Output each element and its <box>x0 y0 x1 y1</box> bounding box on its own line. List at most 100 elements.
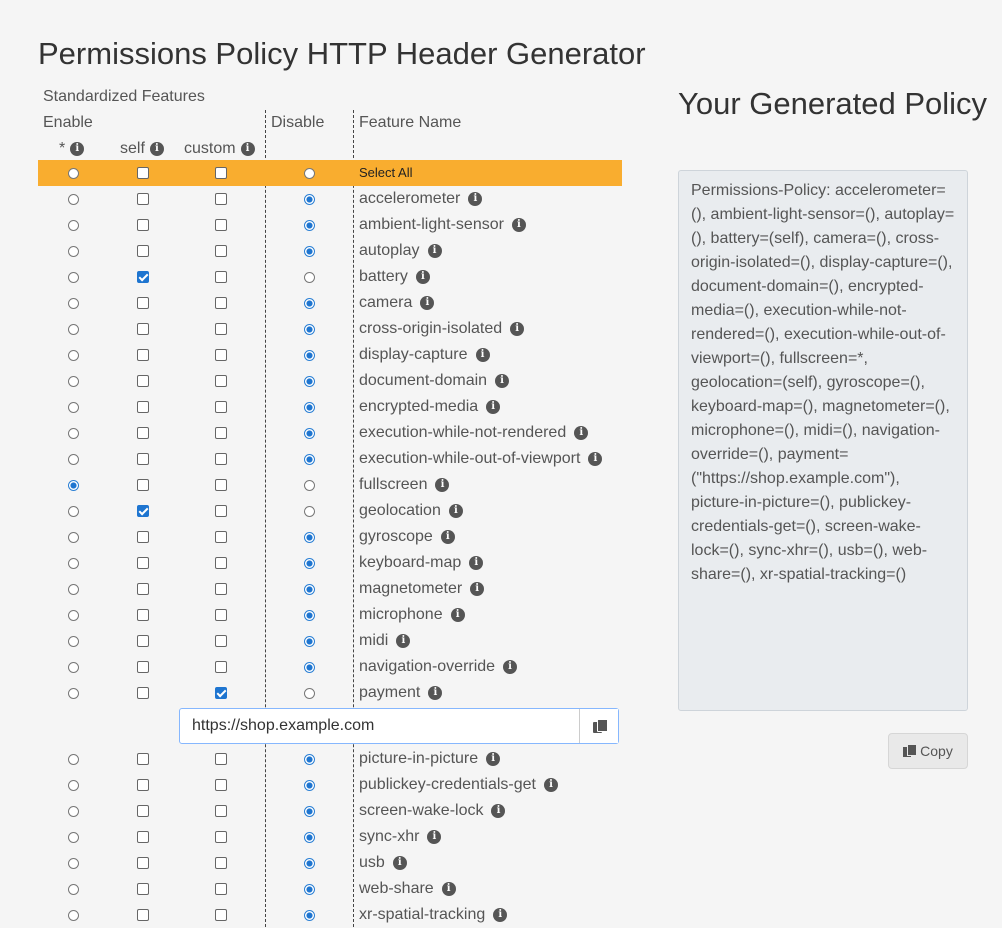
policy-output-textarea[interactable]: Permissions-Policy: accelerometer=(), am… <box>678 170 968 711</box>
self-checkbox[interactable] <box>137 909 149 921</box>
copy-button[interactable]: Copy <box>888 733 968 769</box>
info-icon[interactable]: i <box>475 347 490 362</box>
star-radio[interactable] <box>67 779 79 791</box>
self-checkbox[interactable] <box>137 661 149 673</box>
star-radio[interactable] <box>67 193 79 205</box>
info-icon[interactable]: i <box>510 321 525 336</box>
star-radio[interactable] <box>67 883 79 895</box>
disable-radio[interactable] <box>303 753 315 765</box>
custom-checkbox[interactable] <box>215 661 227 673</box>
disable-radio[interactable] <box>303 401 315 413</box>
disable-radio[interactable] <box>303 779 315 791</box>
info-icon[interactable]: i <box>491 803 506 818</box>
info-icon[interactable]: i <box>503 659 518 674</box>
disable-radio[interactable] <box>303 687 315 699</box>
self-checkbox[interactable] <box>137 857 149 869</box>
select-all-disable-radio[interactable] <box>303 167 315 179</box>
star-radio[interactable] <box>67 609 79 621</box>
star-radio[interactable] <box>67 375 79 387</box>
disable-radio[interactable] <box>303 479 315 491</box>
disable-radio[interactable] <box>303 583 315 595</box>
star-radio[interactable] <box>67 323 79 335</box>
star-radio[interactable] <box>67 427 79 439</box>
info-icon[interactable]: i <box>392 855 407 870</box>
star-radio[interactable] <box>67 687 79 699</box>
self-checkbox[interactable] <box>137 479 149 491</box>
info-icon[interactable]: i <box>420 295 435 310</box>
info-icon[interactable]: i <box>450 607 465 622</box>
disable-radio[interactable] <box>303 909 315 921</box>
self-checkbox[interactable] <box>137 753 149 765</box>
custom-checkbox[interactable] <box>215 271 227 283</box>
disable-radio[interactable] <box>303 375 315 387</box>
self-checkbox[interactable] <box>137 531 149 543</box>
custom-checkbox[interactable] <box>215 883 227 895</box>
info-icon[interactable]: i <box>493 907 508 922</box>
custom-checkbox[interactable] <box>215 349 227 361</box>
disable-radio[interactable] <box>303 883 315 895</box>
info-icon[interactable]: i <box>574 425 589 440</box>
star-radio[interactable] <box>67 297 79 309</box>
custom-checkbox[interactable] <box>215 323 227 335</box>
self-checkbox[interactable] <box>137 805 149 817</box>
self-checkbox[interactable] <box>137 219 149 231</box>
custom-checkbox[interactable] <box>215 531 227 543</box>
self-checkbox[interactable] <box>137 583 149 595</box>
star-radio[interactable] <box>67 857 79 869</box>
disable-radio[interactable] <box>303 427 315 439</box>
disable-radio[interactable] <box>303 805 315 817</box>
select-all-custom-checkbox[interactable] <box>215 167 227 179</box>
custom-origin-input[interactable] <box>180 709 582 743</box>
info-icon[interactable]: i <box>415 269 430 284</box>
custom-checkbox[interactable] <box>215 401 227 413</box>
info-icon[interactable]: i <box>149 141 164 156</box>
self-checkbox[interactable] <box>137 349 149 361</box>
custom-checkbox[interactable] <box>215 557 227 569</box>
disable-radio[interactable] <box>303 219 315 231</box>
custom-checkbox[interactable] <box>215 193 227 205</box>
star-radio[interactable] <box>67 453 79 465</box>
disable-radio[interactable] <box>303 453 315 465</box>
info-icon[interactable]: i <box>240 141 255 156</box>
disable-radio[interactable] <box>303 271 315 283</box>
self-checkbox[interactable] <box>137 271 149 283</box>
info-icon[interactable]: i <box>486 751 501 766</box>
self-checkbox[interactable] <box>137 427 149 439</box>
star-radio[interactable] <box>67 271 79 283</box>
self-checkbox[interactable] <box>137 609 149 621</box>
info-icon[interactable]: i <box>448 503 463 518</box>
star-radio[interactable] <box>67 635 79 647</box>
custom-checkbox[interactable] <box>215 297 227 309</box>
self-checkbox[interactable] <box>137 193 149 205</box>
star-radio[interactable] <box>67 401 79 413</box>
disable-radio[interactable] <box>303 557 315 569</box>
custom-checkbox[interactable] <box>215 805 227 817</box>
disable-radio[interactable] <box>303 661 315 673</box>
star-radio[interactable] <box>67 479 79 491</box>
star-radio[interactable] <box>67 557 79 569</box>
self-checkbox[interactable] <box>137 297 149 309</box>
info-icon[interactable]: i <box>396 633 411 648</box>
custom-checkbox[interactable] <box>215 427 227 439</box>
paste-button[interactable] <box>579 709 618 743</box>
self-checkbox[interactable] <box>137 453 149 465</box>
custom-checkbox[interactable] <box>215 779 227 791</box>
self-checkbox[interactable] <box>137 401 149 413</box>
info-icon[interactable]: i <box>511 217 526 232</box>
info-icon[interactable]: i <box>468 191 483 206</box>
disable-radio[interactable] <box>303 609 315 621</box>
info-icon[interactable]: i <box>427 829 442 844</box>
star-radio[interactable] <box>67 531 79 543</box>
disable-radio[interactable] <box>303 531 315 543</box>
info-icon[interactable]: i <box>427 243 442 258</box>
star-radio[interactable] <box>67 661 79 673</box>
self-checkbox[interactable] <box>137 557 149 569</box>
self-checkbox[interactable] <box>137 505 149 517</box>
custom-checkbox[interactable] <box>215 687 227 699</box>
star-radio[interactable] <box>67 753 79 765</box>
custom-checkbox[interactable] <box>215 635 227 647</box>
custom-checkbox[interactable] <box>215 609 227 621</box>
custom-checkbox[interactable] <box>215 583 227 595</box>
select-all-star-radio[interactable] <box>67 167 79 179</box>
self-checkbox[interactable] <box>137 883 149 895</box>
